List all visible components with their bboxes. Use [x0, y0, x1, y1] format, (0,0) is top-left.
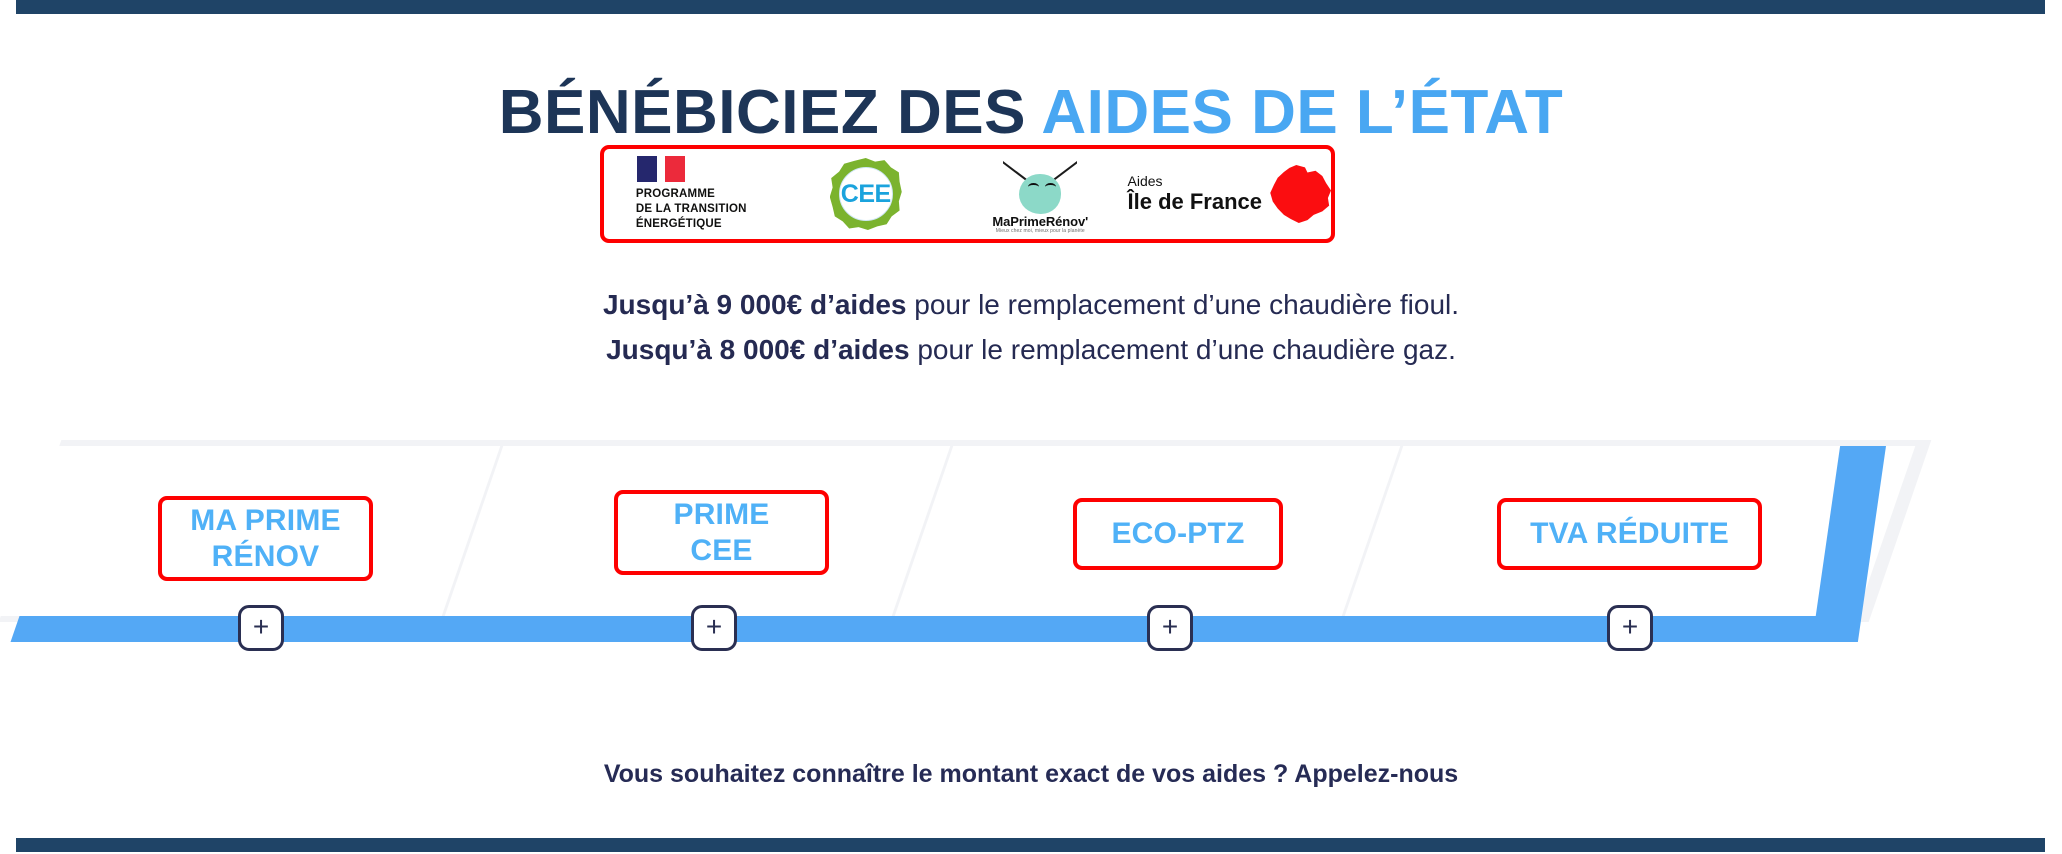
- cee-label: CEE: [840, 179, 891, 208]
- ile-de-france-map-icon: [1270, 165, 1332, 223]
- maprimerenov-tagline: Mieux chez moi, mieux pour la planète: [995, 228, 1085, 234]
- expand-button-ma-prime-renov[interactable]: +: [238, 605, 284, 651]
- logo-aides-ile-de-france: Aides Île de France: [1128, 149, 1332, 239]
- page-title: BÉNÉBICIEZ DES AIDES DE L’ÉTAT: [0, 77, 2062, 147]
- badge-prime-cee[interactable]: PRIME CEE: [614, 490, 829, 575]
- badge-ma-prime-renov[interactable]: MA PRIME RÉNOV: [158, 496, 373, 581]
- band-divider-2: [891, 446, 954, 616]
- page-title-dark-part: BÉNÉBICIEZ DES: [498, 77, 1042, 147]
- partner-logo-strip: PROGRAMME DE LA TRANSITION ÉNERGÉTIQUE C…: [600, 145, 1335, 243]
- badge-eco-ptz[interactable]: ECO-PTZ: [1073, 498, 1283, 570]
- top-divider-bar: [16, 0, 2045, 14]
- call-to-action-text: Vous souhaitez connaître le montant exac…: [603, 760, 1459, 788]
- aid-amount-gaz-value: Jusqu’à 8 000€ d’aides: [606, 334, 910, 366]
- aid-amount-fioul-text: pour le remplacement d’une chaudière fio…: [906, 289, 1460, 320]
- pte-line-2: DE LA TRANSITION: [635, 203, 747, 216]
- idf-line-2: Île de France: [1127, 189, 1263, 215]
- pte-line-3: ÉNERGÉTIQUE: [635, 217, 722, 230]
- expand-button-eco-ptz[interactable]: +: [1147, 605, 1193, 651]
- smiley-blob-icon: [1019, 174, 1062, 214]
- badge-tva-reduite[interactable]: TVA RÉDUITE: [1497, 498, 1762, 570]
- band-divider-1: [441, 446, 504, 616]
- band-divider-3: [1341, 446, 1404, 616]
- idf-line-1: Aides: [1127, 172, 1163, 189]
- smiley-eye-left-icon: [1028, 183, 1040, 191]
- logo-programme-transition-energetique: PROGRAMME DE LA TRANSITION ÉNERGÉTIQUE: [604, 149, 779, 239]
- maprimerenov-label: MaPrimeRénov': [992, 214, 1089, 229]
- aid-amounts: Jusqu’à 9 000€ d’aides pour le remplacem…: [0, 282, 2062, 373]
- smiley-eye-right-icon: [1045, 183, 1057, 191]
- aid-amount-fioul-value: Jusqu’à 9 000€ d’aides: [602, 289, 907, 320]
- aid-amount-line-fioul: Jusqu’à 9 000€ d’aides pour le remplacem…: [0, 282, 2062, 327]
- page-title-light-part: AIDES DE L’ÉTAT: [1041, 77, 1564, 147]
- cee-badge-icon: CEE: [829, 158, 902, 230]
- aid-amount-gaz-text: pour le remplacement d’une chaudière gaz…: [909, 334, 1456, 366]
- expand-button-tva-reduite[interactable]: +: [1607, 605, 1653, 651]
- logo-cee: CEE: [779, 149, 954, 239]
- aids-banner-band: [0, 440, 1932, 650]
- band-blue-bar: [10, 616, 1846, 642]
- expand-button-prime-cee[interactable]: +: [691, 605, 737, 651]
- french-flag-icon: [636, 156, 685, 183]
- bottom-divider-bar: [16, 838, 2045, 852]
- pte-line-1: PROGRAMME: [635, 188, 715, 201]
- logo-maprimerenov: MaPrimeRénov' Mieux chez moi, mieux pour…: [953, 149, 1128, 239]
- aid-amount-line-gaz: Jusqu’à 8 000€ d’aides pour le remplacem…: [0, 327, 2062, 372]
